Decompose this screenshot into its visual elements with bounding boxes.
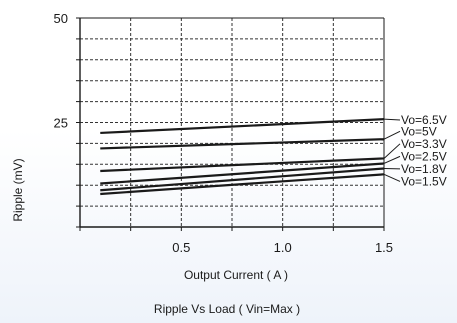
series-label: Vo=3.3V xyxy=(401,137,447,151)
series-leader-line xyxy=(383,173,401,182)
chart-caption: Ripple Vs Load ( Vin=Max ) xyxy=(154,302,300,316)
x-tick-label: 0.5 xyxy=(172,240,190,255)
series-line xyxy=(100,173,385,196)
y-tick-label: 25 xyxy=(54,116,68,131)
grid xyxy=(80,18,384,227)
series-line xyxy=(100,118,385,135)
series-leader-line xyxy=(383,118,401,121)
series-label: Vo=6.5V xyxy=(401,113,447,127)
x-axis-label: Output Current ( A ) xyxy=(184,268,288,282)
x-tick-labels: 0.5 1.0 1.5 xyxy=(172,240,393,255)
series-line xyxy=(100,167,385,192)
series-line xyxy=(100,157,385,173)
series-leader-line xyxy=(383,130,401,140)
series-label: Vo=1.8V xyxy=(401,162,447,176)
x-tick-label: 1.5 xyxy=(375,240,393,255)
x-tick-label: 1.0 xyxy=(274,240,292,255)
series-line xyxy=(100,162,385,185)
series-leader-line xyxy=(383,143,401,159)
y-axis-label: Ripple (mV) xyxy=(11,158,25,221)
series-label: Vo=5V xyxy=(401,124,437,138)
series-leader-line xyxy=(383,155,401,164)
series-lines xyxy=(100,118,385,196)
tick-marks xyxy=(76,17,385,231)
series-line xyxy=(100,138,385,150)
series-label: Vo=1.5V xyxy=(401,174,447,188)
y-tick-label: 50 xyxy=(54,11,68,26)
y-tick-labels: 50 25 xyxy=(54,11,68,131)
series-label: Vo=2.5V xyxy=(401,149,447,163)
